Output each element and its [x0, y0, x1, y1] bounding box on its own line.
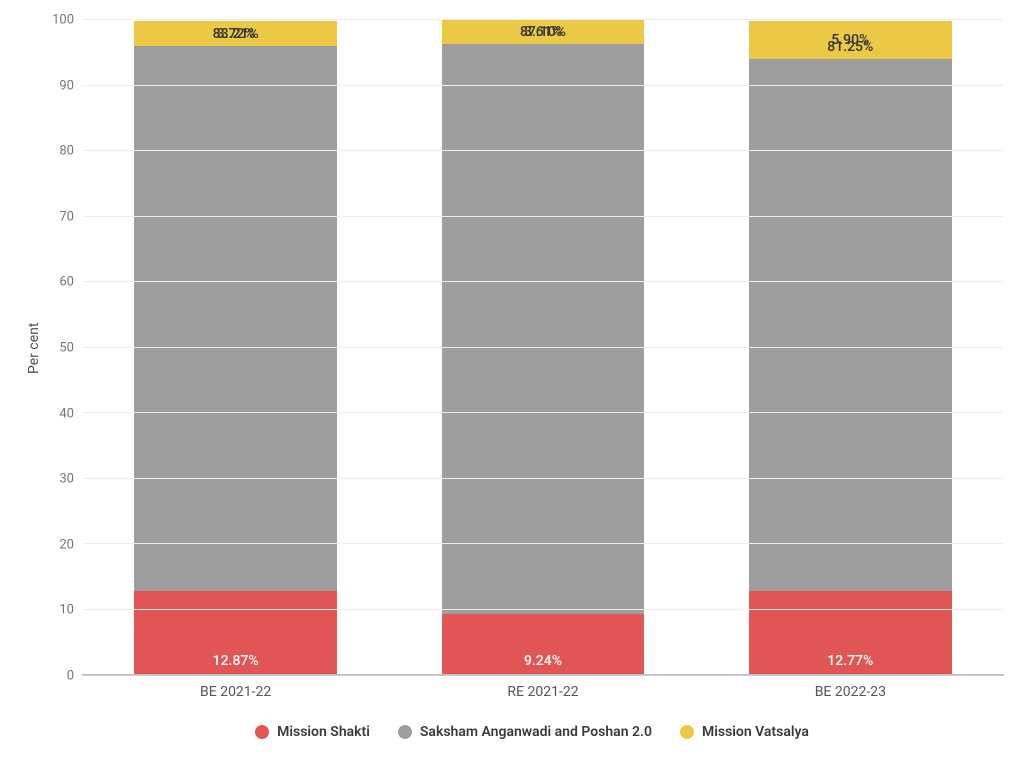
gridline — [82, 216, 1004, 217]
gridline — [82, 478, 1004, 479]
gridline — [82, 609, 1004, 610]
bar-column: 3.61%87.10%9.24% — [442, 20, 645, 675]
segment-label: 12.87% — [213, 653, 259, 669]
gridline — [82, 412, 1004, 413]
y-tick: 40 — [59, 406, 74, 421]
y-tick: 80 — [59, 144, 74, 159]
segment-label: 83.21% — [213, 26, 259, 42]
bar-column: 3.72%83.21%12.87% — [134, 20, 337, 675]
bar-segment: 12.87% — [134, 591, 337, 675]
y-tick: 10 — [59, 603, 74, 618]
legend-item: Mission Vatsalya — [680, 724, 809, 740]
legend-label: Saksham Anganwadi and Poshan 2.0 — [420, 724, 652, 740]
bar-segment: 83.21% — [134, 46, 337, 591]
y-tick: 30 — [59, 472, 74, 487]
x-axis: BE 2021-22 RE 2021-22 BE 2022-23 — [82, 676, 1004, 700]
y-tick: 100 — [52, 13, 74, 28]
legend-label: Mission Shakti — [277, 724, 370, 740]
gridline — [82, 150, 1004, 151]
bars-container: 3.72%83.21%12.87%3.61%87.10%9.24%5.90%81… — [82, 20, 1004, 675]
bar-segment: 87.10% — [442, 44, 645, 615]
gridline — [82, 347, 1004, 348]
y-axis-label: Per cent — [20, 20, 42, 676]
gridline — [82, 85, 1004, 86]
legend-swatch — [398, 725, 412, 739]
x-tick: BE 2022-23 — [749, 684, 952, 700]
bar-column: 5.90%81.25%12.77% — [749, 20, 952, 675]
chart: Per cent 0102030405060708090100 3.72%83.… — [20, 20, 1004, 740]
segment-label: 81.25% — [827, 39, 873, 55]
gridline — [82, 543, 1004, 544]
segment-label: 12.77% — [827, 653, 873, 669]
y-tick: 60 — [59, 275, 74, 290]
bar-segment: 9.24% — [442, 614, 645, 675]
x-tick: BE 2021-22 — [134, 684, 337, 700]
y-tick: 50 — [59, 341, 74, 356]
gridline — [82, 281, 1004, 282]
legend-item: Saksham Anganwadi and Poshan 2.0 — [398, 724, 652, 740]
bar-segment: 81.25% — [749, 59, 952, 591]
plot-area: 3.72%83.21%12.87%3.61%87.10%9.24%5.90%81… — [82, 20, 1004, 676]
plot-row: Per cent 0102030405060708090100 3.72%83.… — [20, 20, 1004, 676]
y-axis: 0102030405060708090100 — [42, 20, 82, 676]
legend-swatch — [680, 725, 694, 739]
legend-swatch — [255, 725, 269, 739]
x-tick: RE 2021-22 — [442, 684, 645, 700]
y-tick: 90 — [59, 78, 74, 93]
legend-label: Mission Vatsalya — [702, 724, 809, 740]
legend: Mission Shakti Saksham Anganwadi and Posh… — [60, 724, 1004, 740]
segment-label: 9.24% — [524, 653, 562, 669]
baseline — [82, 674, 1004, 675]
y-tick: 0 — [67, 669, 74, 684]
y-tick: 20 — [59, 537, 74, 552]
legend-item: Mission Shakti — [255, 724, 370, 740]
gridline — [82, 19, 1004, 20]
y-tick: 70 — [59, 209, 74, 224]
bar-segment: 12.77% — [749, 591, 952, 675]
segment-label: 87.10% — [520, 24, 566, 40]
